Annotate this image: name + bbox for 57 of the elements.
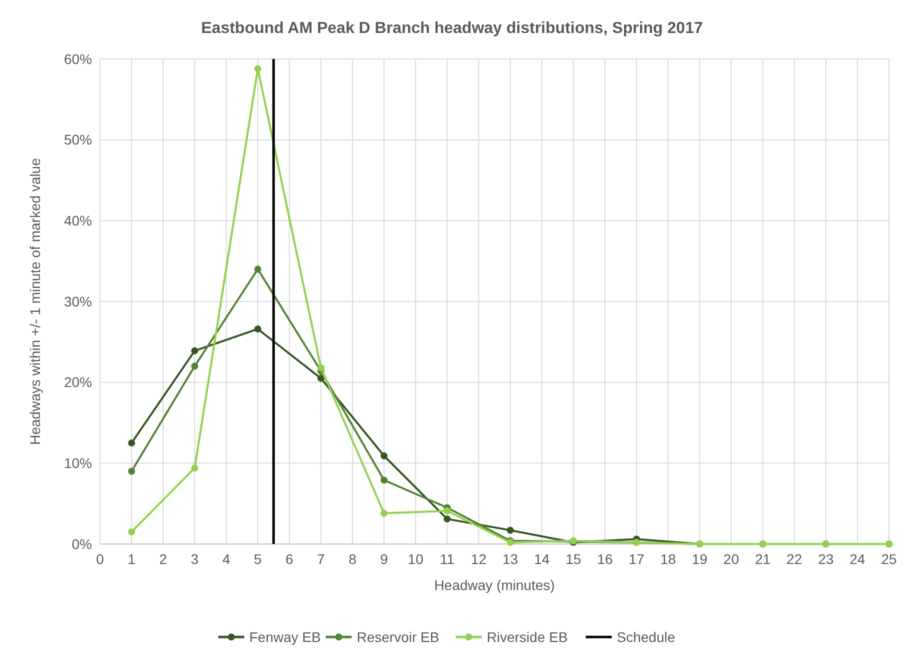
point (191, 464, 198, 472)
y-axis-title: Headways within +/- 1 minute of marked value (27, 158, 43, 445)
x-tick-label: 25 (881, 551, 897, 567)
x-tick-label: 13 (502, 551, 518, 567)
x-tick-label: 8 (348, 551, 357, 567)
point (254, 266, 262, 273)
point (380, 452, 388, 460)
y-tick-label: 60% (64, 50, 92, 67)
x-tick-label: 20 (723, 551, 740, 567)
point (444, 515, 451, 522)
y-tick-label: 40% (64, 212, 92, 229)
x-tick-label: 10 (408, 551, 424, 567)
point (506, 526, 514, 534)
point (254, 325, 262, 332)
point (191, 362, 198, 370)
x-tick-label: 15 (566, 551, 582, 567)
x-tick-label: 3 (190, 551, 199, 567)
y-tick-label: 30% (64, 293, 92, 310)
x-tick-label: 21 (754, 551, 771, 567)
point (380, 510, 388, 517)
x-tick-label: 17 (628, 551, 645, 567)
x-tick-label: 6 (285, 551, 294, 567)
x-tick-label: 9 (380, 551, 388, 567)
x-tick-label: 7 (317, 551, 326, 567)
x-tick-label: 24 (850, 551, 866, 567)
x-tick-label: 12 (470, 551, 487, 567)
y-tick-label: 50% (64, 132, 92, 148)
x-tick-label: 18 (660, 551, 676, 567)
point (128, 528, 136, 536)
point (317, 374, 324, 382)
point (380, 476, 388, 484)
point (254, 65, 262, 72)
point (128, 468, 136, 475)
x-tick-label: 11 (440, 551, 455, 567)
y-tick-label: 20% (64, 374, 92, 390)
chart-title: Eastbound AM Peak D Branch headway distributions, Spring 2017 (201, 20, 703, 37)
point (317, 364, 324, 372)
legend-label: Riverside EB (486, 628, 568, 645)
legend-label: Schedule (616, 628, 676, 645)
point (444, 507, 451, 514)
x-tick-label: 2 (159, 551, 168, 567)
x-tick-label: 1 (128, 551, 136, 567)
x-tick-label: 14 (534, 551, 550, 567)
point (128, 439, 136, 446)
point (191, 347, 198, 354)
x-tick-label: 5 (254, 551, 262, 567)
x-tick-label: 16 (597, 551, 613, 567)
x-tick-label: 23 (818, 551, 834, 567)
x-tick-label: 22 (786, 551, 802, 567)
y-tick-label: 10% (64, 455, 92, 472)
x-tick-label: 19 (692, 551, 708, 567)
legend-label: Fenway EB (249, 628, 321, 645)
x-tick-label: 0 (96, 551, 104, 567)
y-tick-label: 0% (72, 536, 92, 552)
x-tick-label: 4 (222, 551, 230, 567)
x-axis-title: Headway (minutes) (434, 577, 555, 593)
legend-label: Reservoir EB (356, 628, 440, 645)
